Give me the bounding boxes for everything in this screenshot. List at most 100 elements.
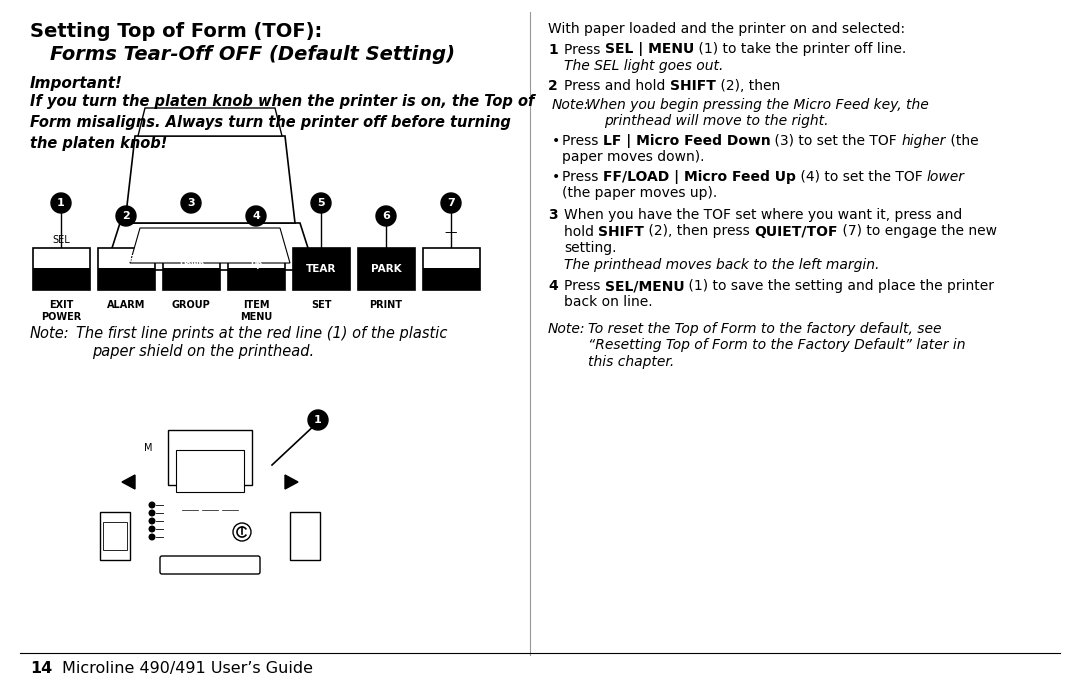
Text: 3: 3 (187, 198, 194, 208)
Circle shape (376, 206, 396, 226)
Text: Press: Press (564, 43, 605, 57)
Bar (423, 248, 480, 290)
Text: SHIFT: SHIFT (670, 80, 716, 94)
Text: SET: SET (311, 300, 332, 310)
Text: •: • (552, 170, 561, 184)
Text: Note:: Note: (30, 326, 69, 341)
Text: TOF: TOF (443, 255, 460, 264)
Text: (2), then press: (2), then press (645, 225, 754, 239)
Bar (163, 268, 220, 290)
Circle shape (441, 193, 461, 213)
Circle shape (149, 518, 154, 524)
Text: (the paper moves up).: (the paper moves up). (562, 186, 717, 200)
Text: 2: 2 (122, 211, 130, 221)
Bar (423, 268, 480, 290)
Polygon shape (130, 228, 291, 263)
Text: (the: (the (946, 134, 978, 148)
Text: Press and hold: Press and hold (564, 80, 670, 94)
Text: The first line prints at the red line (1) of the plastic: The first line prints at the red line (1… (76, 326, 447, 341)
Text: SHIFT: SHIFT (598, 225, 645, 239)
Text: “Resetting Top of Form to the Factory Default” later in: “Resetting Top of Form to the Factory De… (588, 339, 966, 352)
Circle shape (181, 193, 201, 213)
Text: lower: lower (927, 170, 964, 184)
Text: PRINT: PRINT (369, 300, 403, 310)
Text: ITEM: ITEM (243, 300, 269, 310)
Text: higher: higher (902, 134, 946, 148)
Text: FF/LOAD | Micro Feed Up: FF/LOAD | Micro Feed Up (603, 170, 796, 184)
Text: printhead will move to the right.: printhead will move to the right. (604, 114, 828, 128)
Text: The SEL light goes out.: The SEL light goes out. (564, 59, 724, 73)
Circle shape (149, 502, 154, 508)
Circle shape (233, 523, 251, 541)
Text: setting.: setting. (564, 241, 617, 255)
Text: When you have the TOF set where you want it, press and: When you have the TOF set where you want… (564, 208, 962, 222)
Text: •: • (552, 134, 561, 148)
Text: 3: 3 (548, 208, 557, 222)
Text: POWER: POWER (41, 312, 81, 322)
Bar (98, 248, 156, 290)
Text: 1: 1 (548, 43, 557, 57)
Bar (291, 512, 320, 560)
Text: SEL/MENU: SEL/MENU (605, 279, 685, 293)
Text: (1) to take the printer off line.: (1) to take the printer off line. (694, 43, 906, 57)
Text: When you begin pressing the Micro Feed key, the: When you begin pressing the Micro Feed k… (586, 98, 929, 112)
Text: With paper loaded and the printer on and selected:: With paper loaded and the printer on and… (548, 22, 905, 36)
Text: paper shield on the printhead.: paper shield on the printhead. (92, 344, 314, 359)
Text: Press: Press (562, 134, 603, 148)
Text: TEAR: TEAR (307, 264, 337, 274)
Text: LF: LF (185, 275, 199, 285)
Circle shape (116, 206, 136, 226)
Circle shape (51, 193, 71, 213)
Text: 7: 7 (447, 198, 455, 208)
FancyBboxPatch shape (160, 556, 260, 574)
Text: 2: 2 (548, 80, 557, 94)
Polygon shape (105, 223, 315, 270)
Text: SEL: SEL (52, 235, 70, 245)
Text: MENU: MENU (49, 255, 75, 264)
Circle shape (149, 534, 154, 540)
Text: SHIFT: SHIFT (113, 255, 139, 264)
Polygon shape (138, 108, 282, 136)
Bar (293, 248, 350, 290)
Circle shape (311, 193, 330, 213)
Bar (176, 450, 244, 492)
Text: Microline 490/491 User’s Guide: Microline 490/491 User’s Guide (62, 661, 313, 676)
Text: Note:: Note: (548, 322, 585, 336)
Text: —: — (445, 226, 457, 239)
Text: FF/LOAD: FF/LOAD (232, 275, 281, 285)
Bar (168, 430, 252, 485)
Text: 14: 14 (30, 661, 52, 676)
Circle shape (246, 206, 266, 226)
Text: EXIT: EXIT (49, 300, 73, 310)
Polygon shape (122, 475, 135, 489)
Bar (100, 512, 130, 560)
Text: QUIET/TOF: QUIET/TOF (754, 225, 838, 239)
Text: PARK: PARK (372, 264, 402, 274)
Text: To reset the Top of Form to the factory default, see: To reset the Top of Form to the factory … (588, 322, 942, 336)
Bar (163, 248, 220, 290)
Circle shape (149, 526, 154, 532)
Text: SEL: SEL (51, 275, 72, 285)
Text: 4: 4 (548, 279, 557, 293)
Text: (1) to save the setting and place the printer: (1) to save the setting and place the pr… (685, 279, 995, 293)
Text: (4) to set the TOF: (4) to set the TOF (796, 170, 927, 184)
Text: SEL | MENU: SEL | MENU (605, 43, 694, 57)
Text: paper moves down).: paper moves down). (562, 151, 704, 165)
Text: M: M (144, 443, 152, 453)
Bar (228, 248, 285, 290)
Text: 6: 6 (382, 211, 390, 221)
Circle shape (149, 510, 154, 516)
Bar (357, 248, 415, 290)
Text: If you turn the platen knob when the printer is on, the Top of
Form misaligns. A: If you turn the platen knob when the pri… (30, 94, 535, 151)
Text: Press: Press (562, 170, 603, 184)
Text: Forms Tear-Off OFF (Default Setting): Forms Tear-Off OFF (Default Setting) (50, 45, 455, 64)
Text: this chapter.: this chapter. (588, 355, 674, 369)
Text: Micro Feed
Up: Micro Feed Up (232, 249, 281, 269)
Text: 1: 1 (314, 415, 322, 425)
Text: hold: hold (564, 225, 598, 239)
Text: ALARM: ALARM (107, 300, 145, 310)
Polygon shape (125, 136, 295, 223)
Text: The printhead moves back to the left margin.: The printhead moves back to the left mar… (564, 258, 879, 272)
Circle shape (308, 410, 328, 430)
Text: 4: 4 (252, 211, 260, 221)
